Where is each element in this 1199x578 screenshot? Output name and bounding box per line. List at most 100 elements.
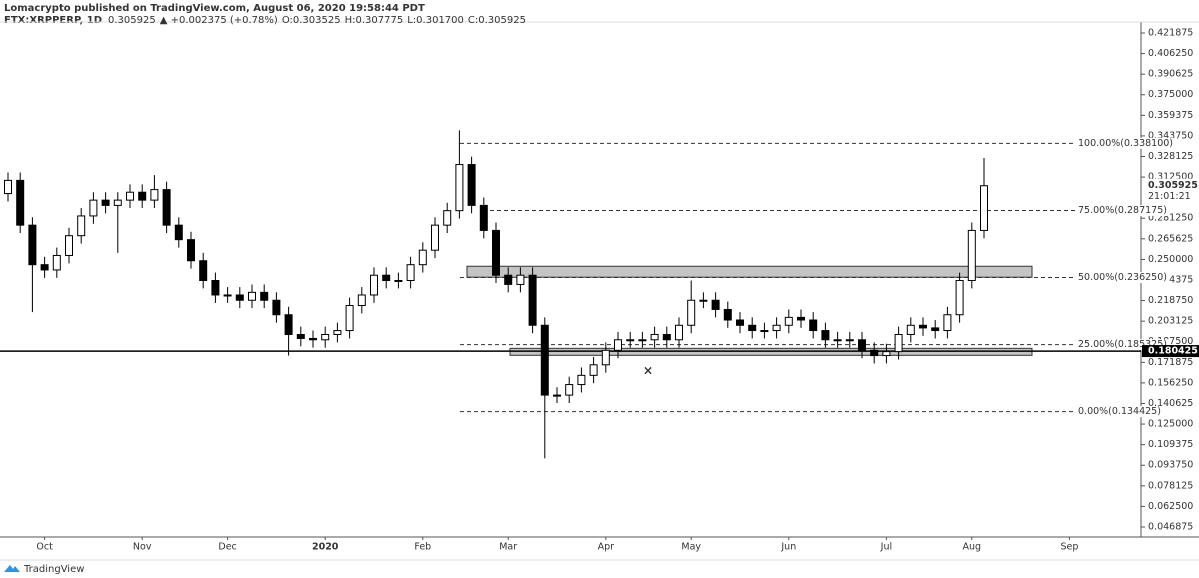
candle-body <box>382 274 391 281</box>
candle-body <box>394 279 403 282</box>
x-marker: × <box>643 364 653 378</box>
y-tick-label: 0.125000 <box>1148 419 1193 430</box>
candle-body <box>309 337 317 341</box>
candle-body <box>467 164 476 206</box>
candle-body <box>760 330 769 333</box>
fib-label: 75.00%(0.287175) <box>1078 205 1167 216</box>
candle-body <box>187 239 195 262</box>
candle-body <box>858 339 866 351</box>
x-tick-label: 2020 <box>312 542 339 553</box>
candle-body <box>296 333 305 339</box>
quote-value: 0.303525 <box>293 15 341 26</box>
last-price: 0.305925 <box>108 15 156 26</box>
y-tick-label: 0.062500 <box>1148 501 1193 512</box>
y-tick-label: 0.375000 <box>1148 89 1193 100</box>
candle-body <box>980 185 988 231</box>
candle-body <box>162 189 171 226</box>
x-tick-label: Apr <box>598 542 615 553</box>
candle-body <box>723 308 732 321</box>
fib-label: 25.00%(0.185325) <box>1078 339 1167 350</box>
fib-label-bg <box>1076 339 1169 351</box>
candle-body <box>40 264 49 271</box>
candle-body <box>272 299 281 316</box>
candle-body <box>101 199 110 206</box>
candle-body <box>150 189 159 201</box>
y-tick-label: 0.390625 <box>1148 69 1193 80</box>
x-tick-label: Aug <box>963 542 982 553</box>
candle-body <box>28 224 37 266</box>
quote-value: 0.301700 <box>416 15 464 26</box>
last-price-label: 0.305925 <box>1148 180 1198 191</box>
y-tick-label: 0.140625 <box>1148 398 1193 409</box>
y-tick-label: 0.171875 <box>1148 357 1193 368</box>
candle-body <box>687 299 696 326</box>
candle-body <box>565 384 574 396</box>
candle-body <box>626 339 635 342</box>
candle-body <box>955 279 964 316</box>
candle-body <box>223 294 232 297</box>
candle-body <box>52 254 61 271</box>
candle-body <box>333 330 342 335</box>
candle-body <box>833 339 842 342</box>
fib-label-bg <box>1076 204 1169 216</box>
candle-body <box>845 339 854 342</box>
y-tick-label: 0.218750 <box>1148 295 1193 306</box>
y-tick-label: 0.078125 <box>1148 480 1193 491</box>
candle-body <box>431 224 439 251</box>
candle-body <box>662 333 671 341</box>
candle-body <box>736 319 744 326</box>
candle-body <box>906 324 915 335</box>
candle-body <box>113 199 122 206</box>
candle-body <box>553 394 561 397</box>
zone <box>509 347 1033 356</box>
candle-body <box>577 374 586 386</box>
countdown: 21:01:21 <box>1148 191 1191 202</box>
quote-key: H: <box>345 15 356 26</box>
candle-body <box>894 333 903 353</box>
change: ▲ +0.002375 (+0.78%) <box>160 15 278 26</box>
x-tick-label: Oct <box>36 542 53 553</box>
candle-body <box>77 215 86 237</box>
zone <box>466 265 1033 278</box>
candle-body <box>748 324 757 332</box>
y-tick-label: 0.109375 <box>1148 439 1193 450</box>
candle-body <box>321 333 330 341</box>
candle-body <box>418 249 427 266</box>
candle-body <box>235 294 244 301</box>
candle-body <box>821 330 830 341</box>
line-price-label: 0.180425 <box>1148 346 1198 357</box>
candle-body <box>199 260 208 281</box>
candle-body <box>614 339 622 351</box>
quote-key: O: <box>282 15 293 26</box>
y-tick-label: 0.343750 <box>1148 130 1193 141</box>
line-price-bg <box>1142 345 1199 358</box>
brand-logo <box>4 565 20 572</box>
candle-body <box>540 324 549 396</box>
fib-label-bg <box>1076 137 1176 149</box>
y-tick-label: 0.312500 <box>1148 172 1193 183</box>
y-tick-label: 0.234375 <box>1148 274 1193 285</box>
x-tick-label: May <box>681 542 701 553</box>
y-tick-label: 0.421875 <box>1148 27 1193 38</box>
candle-body <box>65 235 73 256</box>
candle-body <box>809 319 818 332</box>
candle-body <box>650 333 659 341</box>
y-tick-label: 0.187500 <box>1148 336 1193 347</box>
candle-body <box>284 314 293 335</box>
candle-body <box>943 314 952 332</box>
candle-body <box>797 316 805 321</box>
candle-body <box>345 305 354 332</box>
candle-body <box>479 204 488 231</box>
candle-body <box>89 199 98 217</box>
chart-title: Lomacrypto published on TradingView.com,… <box>4 3 425 14</box>
candle-body <box>211 279 220 296</box>
candle-body <box>16 179 25 226</box>
candle-body <box>870 349 879 357</box>
candle-body <box>638 339 647 342</box>
candle-body <box>455 164 464 212</box>
candle-body <box>357 294 366 307</box>
candle-body <box>589 364 598 376</box>
x-tick-label: Sep <box>1060 542 1078 553</box>
candle-body <box>138 191 147 201</box>
